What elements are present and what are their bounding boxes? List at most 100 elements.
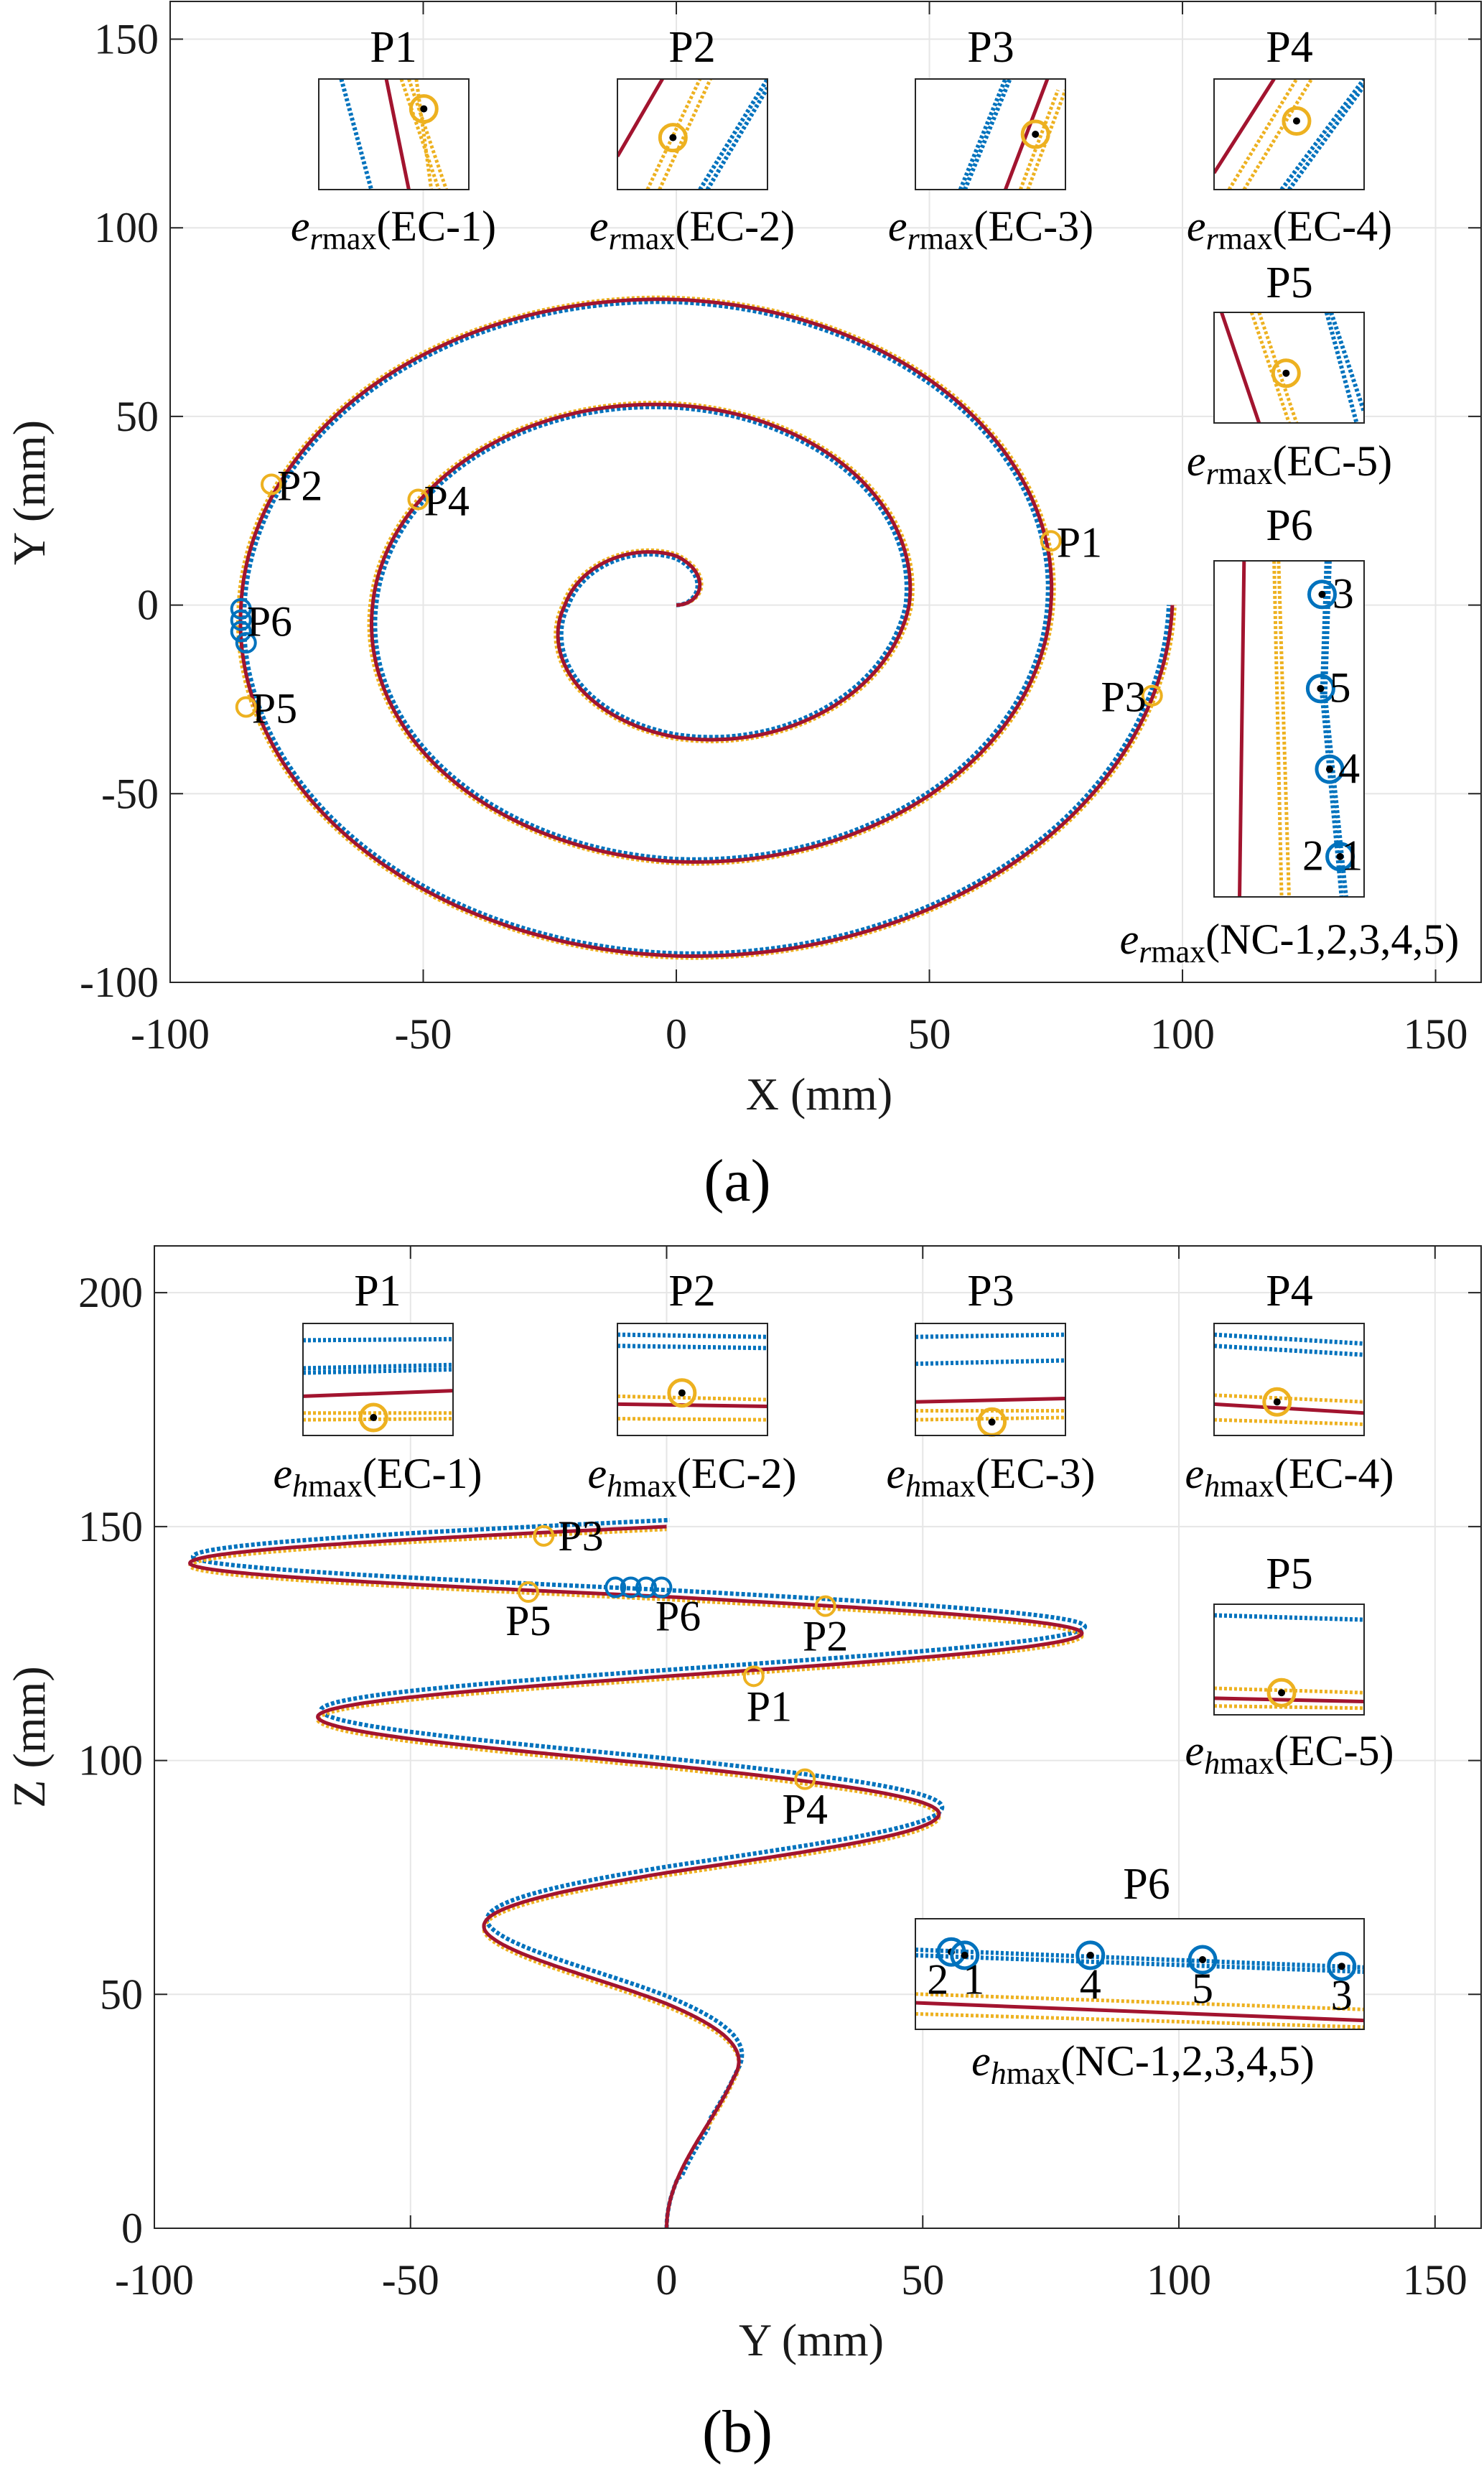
inset-marker bbox=[1020, 119, 1050, 149]
point-label-p5: P5 bbox=[505, 1597, 551, 1644]
error-subscript: max bbox=[1218, 456, 1273, 491]
inset-frame bbox=[1213, 1604, 1365, 1716]
series-line-ec bbox=[188, 1527, 1084, 2229]
inset-marker-label: 1 bbox=[963, 1956, 984, 2003]
asterisk-icon bbox=[370, 1414, 378, 1422]
inset-line-ref bbox=[617, 1402, 767, 1408]
error-case: (EC-2) bbox=[677, 1450, 797, 1497]
inset-marker bbox=[409, 94, 439, 124]
inset-title: P3 bbox=[967, 23, 1014, 72]
error-case: (EC-2) bbox=[675, 203, 795, 250]
error-subscript: max bbox=[921, 1469, 976, 1504]
inset-marker bbox=[1327, 1951, 1357, 1981]
error-case: (EC-5) bbox=[1274, 1727, 1394, 1774]
y-axis-label-b: Z (mm) bbox=[4, 1666, 55, 1807]
asterisk-icon bbox=[1338, 1963, 1345, 1970]
axes-frame bbox=[169, 1, 1482, 983]
error-subscript-var: h bbox=[607, 1469, 622, 1504]
y-tick-label: 0 bbox=[137, 582, 159, 629]
error-subscript-var: r bbox=[907, 221, 920, 256]
inset-background bbox=[303, 1323, 453, 1435]
inset-marker bbox=[1307, 580, 1337, 610]
inset-frame bbox=[915, 1323, 1066, 1436]
point-marker-p3 bbox=[1141, 684, 1163, 707]
asterisk-icon bbox=[1273, 1398, 1281, 1406]
point-marker-p2 bbox=[261, 473, 283, 495]
y-tick-label: 100 bbox=[94, 204, 159, 251]
x-tick-label: 0 bbox=[666, 1010, 687, 1058]
inset-label: ehmax(EC-3) bbox=[886, 1450, 1095, 1504]
error-subscript: max bbox=[1220, 1469, 1274, 1504]
inset-line-nc bbox=[1329, 312, 1364, 413]
error-subscript-var: r bbox=[609, 221, 622, 256]
error-symbol: e bbox=[1185, 1727, 1204, 1774]
asterisk-icon bbox=[1199, 1955, 1206, 1963]
point-marker-p6 bbox=[230, 620, 252, 643]
inset-line-ref bbox=[384, 79, 411, 190]
x-tick-label: -50 bbox=[395, 1010, 452, 1058]
inset-line-nc bbox=[1322, 694, 1348, 897]
point-marker-p6 bbox=[650, 1576, 673, 1598]
inset-marker bbox=[358, 1402, 388, 1433]
inset-label: ehmax(EC-4) bbox=[1185, 1450, 1394, 1504]
inset-p2: P2 ermax(EC-2) bbox=[589, 23, 795, 256]
inset-title: P5 bbox=[1266, 259, 1312, 307]
asterisk-icon bbox=[988, 1418, 996, 1426]
asterisk-icon bbox=[1325, 765, 1333, 773]
error-case: (EC-3) bbox=[974, 203, 1093, 250]
asterisk-icon bbox=[1282, 369, 1290, 377]
inset-marker-label: 1 bbox=[1341, 832, 1363, 880]
inset-marker bbox=[1282, 106, 1312, 136]
error-case: (EC-5) bbox=[1272, 437, 1392, 485]
inset-background bbox=[1214, 1323, 1364, 1435]
point-marker-p1 bbox=[1040, 530, 1062, 552]
inset-marker-label: 5 bbox=[1330, 664, 1351, 712]
error-case: (EC-1) bbox=[376, 203, 496, 250]
point-marker-p4 bbox=[407, 488, 429, 511]
x-tick-label: -100 bbox=[131, 1010, 210, 1058]
inset-marker bbox=[950, 1940, 980, 1970]
error-subscript: max bbox=[621, 221, 676, 256]
error-symbol: e bbox=[587, 1450, 607, 1497]
y-tick-label: 150 bbox=[94, 16, 159, 63]
y-tick-label: 50 bbox=[116, 393, 159, 440]
inset-line-ec bbox=[915, 1992, 1364, 2011]
error-subscript-var: h bbox=[292, 1469, 308, 1504]
inset-p4: P4 ehmax(EC-4) bbox=[1185, 1267, 1394, 1504]
x-tick-label: 150 bbox=[1403, 2256, 1467, 2304]
y-tick-label: 150 bbox=[78, 1503, 143, 1550]
inset-p3: P3 ehmax(EC-3) bbox=[886, 1267, 1095, 1504]
inset-p6: 3 5 42 1 P6 ermax(NC-1,2,3,4,5) bbox=[1120, 501, 1460, 969]
inset-p5: P5 ermax(EC-5) bbox=[1187, 259, 1392, 491]
inset-label: ermax(EC-2) bbox=[589, 203, 795, 256]
inset-marker-label: 5 bbox=[1192, 1965, 1213, 2012]
error-symbol: e bbox=[886, 1450, 905, 1497]
error-subscript: max bbox=[920, 221, 974, 256]
x-tick-label: 100 bbox=[1150, 1010, 1215, 1058]
inset-marker bbox=[1262, 1387, 1292, 1417]
panel-label-a: (a) bbox=[704, 1148, 770, 1214]
inset-label: ermax(EC-1) bbox=[291, 203, 496, 256]
error-symbol: e bbox=[291, 203, 310, 250]
inset-p6: 2 1 4 5 3 P6 ehmax(NC-1,2,3,4,5) bbox=[915, 1860, 1365, 2091]
inset-p3: P3 ermax(EC-3) bbox=[888, 23, 1093, 256]
error-subscript-var: r bbox=[1206, 456, 1219, 491]
inset-line-ec bbox=[1257, 312, 1299, 423]
asterisk-icon bbox=[1032, 131, 1040, 138]
inset-marker bbox=[1271, 358, 1301, 388]
panel-label-b: (b) bbox=[702, 2398, 773, 2465]
error-subscript: max bbox=[322, 221, 377, 256]
inset-label: ehmax(EC-1) bbox=[273, 1450, 482, 1504]
error-subscript: max bbox=[1220, 1746, 1274, 1781]
inset-frame bbox=[318, 78, 470, 190]
x-tick-label: 100 bbox=[1147, 2256, 1211, 2304]
inset-line-ec bbox=[1272, 561, 1284, 897]
error-symbol: e bbox=[1120, 916, 1139, 963]
inset-title: P4 bbox=[1266, 1267, 1312, 1316]
error-symbol: e bbox=[589, 203, 609, 250]
inset-line-nc bbox=[339, 79, 374, 190]
inset-frame bbox=[915, 78, 1066, 190]
error-subscript-var: r bbox=[310, 221, 323, 256]
inset-background bbox=[915, 1323, 1065, 1435]
